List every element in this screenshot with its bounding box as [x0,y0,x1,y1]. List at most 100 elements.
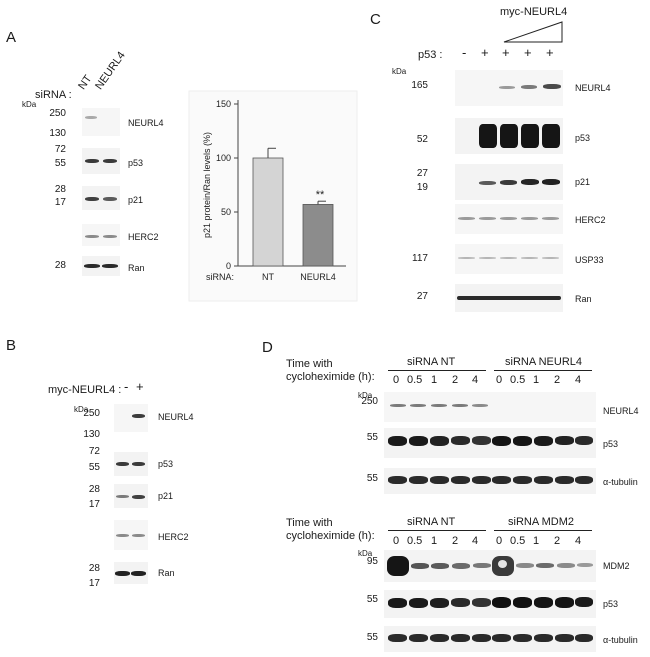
time-bottom-4: 2 [452,535,459,547]
time-label-top-2: cycloheximide (h): [286,371,375,383]
blot-b-label-p53: p53 [158,459,174,469]
marker-72: 72 [54,144,66,155]
marker-c-27-ran: 27 [416,291,428,302]
blot-c-usp33 [455,244,563,274]
time-bottom-3: 1 [431,535,438,547]
marker-d-95: 95 [366,556,378,567]
y-tick-label: 150 [216,99,231,109]
time-bottom-2: 0.5 [407,535,423,547]
marker-d-55-b: 55 [366,473,378,484]
blot-c-label-herc2: HERC2 [575,215,606,225]
marker-130: 130 [49,128,66,139]
myc-neurl4-label-c: myc-NEURL4 [500,6,568,18]
marker-b-130: 130 [83,429,100,440]
blot-a-p53 [82,148,120,174]
bar-neurl4 [302,204,334,267]
group-line-top-nt [388,370,486,371]
time-top-1: 0 [393,374,400,386]
time-bottom-8: 1 [533,535,540,547]
marker-b-250: 250 [83,408,100,419]
marker-b-28: 28 [88,484,100,495]
group-bottom-mdm2: siRNA MDM2 [508,516,575,528]
marker-b-17-ran: 17 [88,578,100,589]
blot-d-top-p53 [384,428,596,458]
blot-d-bottom-label-tubulin: α-tubulin [603,635,638,645]
blot-d-bottom-tubulin [384,626,596,652]
blot-label-ran: Ran [128,263,145,273]
marker-c-27: 27 [416,168,428,179]
group-bottom-nt: siRNA NT [407,516,456,528]
blot-d-bottom-mdm2 [384,550,596,582]
blot-d-bottom-label-p53: p53 [603,599,619,609]
marker-d-55-c: 55 [366,594,378,605]
marker-28: 28 [54,184,66,195]
blot-b-herc2 [114,520,148,550]
blot-b-label-p21: p21 [158,491,174,501]
panel-label-d: D [262,339,273,356]
kda-label: kDa [22,100,37,109]
marker-d-55-d: 55 [366,632,378,643]
panel-label-a: A [6,29,17,46]
time-bottom-7: 0.5 [510,535,526,547]
blot-b-ran [114,562,148,584]
y-tick-label: 0 [226,261,231,271]
blot-d-top-label-tubulin: α-tubulin [603,477,638,487]
blot-c-label-neurl4: NEURL4 [575,83,611,93]
blot-c-label-p53: p53 [575,133,591,143]
blot-c-label-p21: p21 [575,177,591,187]
lane-c-5: + [546,45,554,60]
y-tick-label: 100 [216,153,231,163]
blot-d-bottom-p53 [384,590,596,618]
x-category-label: NEURL4 [300,272,336,282]
time-label-bottom-2: cycloheximide (h): [286,530,375,542]
time-bottom-6: 0 [496,535,503,547]
blot-c-p21 [455,164,563,200]
blot-a-ran [82,256,120,276]
marker-17: 17 [54,197,66,208]
time-top-6: 0 [496,374,503,386]
blot-c-herc2 [455,204,563,234]
marker-c-117: 117 [412,253,428,264]
kda-label-d-top: kDa [358,391,373,400]
blot-a-herc2 [82,224,120,246]
marker-d-55-a: 55 [366,432,378,443]
blot-d-top-label-p53: p53 [603,439,619,449]
time-bottom-1: 0 [393,535,400,547]
kda-label-b: kDa [74,405,89,414]
group-top-neurl4: siRNA NEURL4 [505,356,583,368]
blot-label-p21: p21 [128,195,144,205]
bar-nt [252,157,284,267]
kda-label-d-bottom: kDa [358,549,373,558]
blot-label-p53: p53 [128,158,144,168]
marker-250: 250 [49,108,66,119]
time-label-bottom-1: Time with [286,517,333,529]
blot-label-neurl4: NEURL4 [128,118,164,128]
time-bottom-5: 4 [472,535,479,547]
blot-c-neurl4 [455,70,563,106]
lane-c-3: + [502,45,510,60]
blot-c-ran [455,284,563,312]
time-top-8: 1 [533,374,540,386]
sirna-label: siRNA : [35,89,72,101]
lane-plus-b: + [136,379,144,394]
panel-label-b: B [6,337,17,354]
marker-b-17: 17 [88,499,100,510]
blot-b-neurl4 [114,404,148,432]
time-bottom-10: 4 [575,535,582,547]
blot-b-label-neurl4: NEURL4 [158,412,194,422]
group-line-top-neurl4 [494,370,592,371]
blot-a-p21 [82,186,120,210]
lane-c-2: + [481,45,489,60]
marker-b-28-ran: 28 [88,563,100,574]
p53-label-c: p53 : [418,49,443,61]
lane-c-4: + [524,45,532,60]
lane-label-nt: NT [76,73,95,92]
marker-55: 55 [54,158,66,169]
group-line-bottom-nt [388,530,486,531]
blot-a-neurl4 [82,108,120,136]
time-top-10: 4 [575,374,582,386]
y-axis-label: p21 protein/Ran levels (%) [202,132,212,238]
x-prefix-label: siRNA: [206,272,234,282]
time-top-9: 2 [554,374,561,386]
p21-bar-chart: 0 50 100 150 p21 protein/Ran levels (%) NT NEU… [188,90,358,302]
